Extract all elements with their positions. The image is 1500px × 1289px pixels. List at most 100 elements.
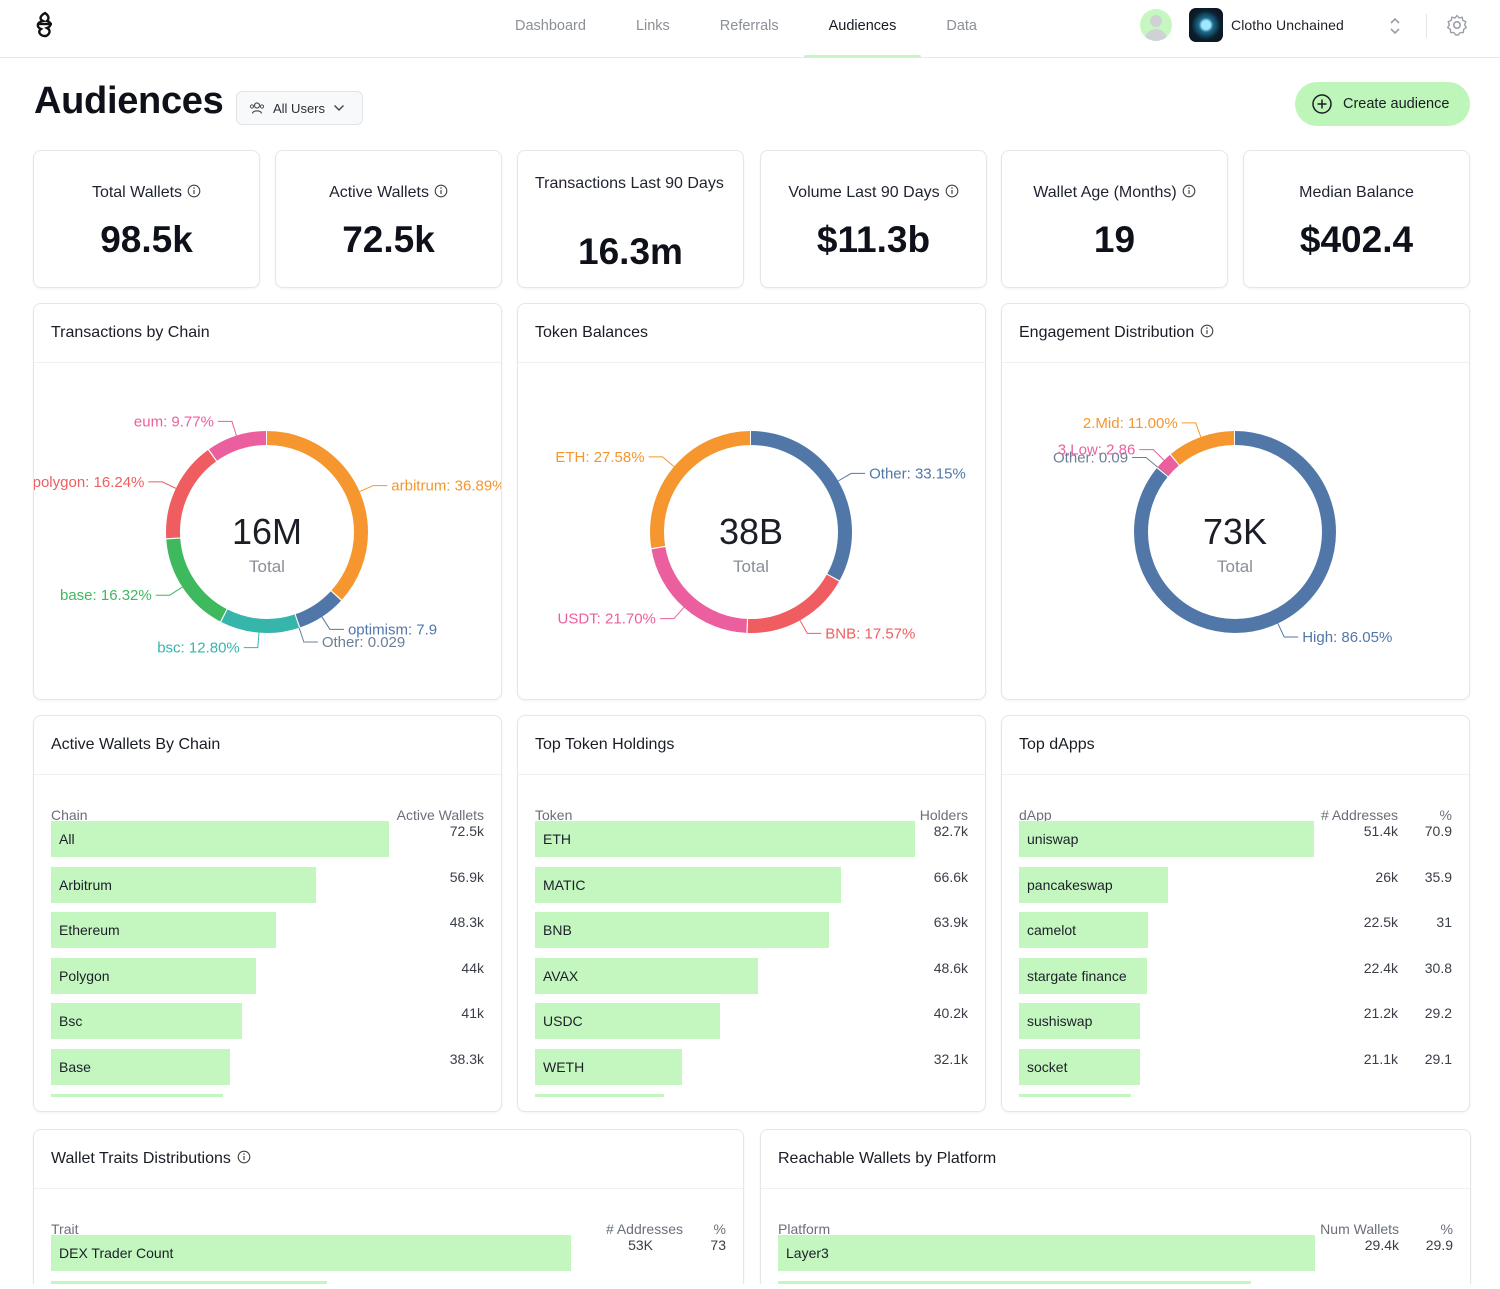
donut-label: ETH: 27.58%	[555, 449, 644, 466]
stat-value: 98.5k	[100, 219, 193, 260]
table-row-bar[interactable]: Layer3	[778, 1235, 1315, 1271]
table-row-bar[interactable]: WETH	[535, 1048, 682, 1085]
column-header-token[interactable]: Token	[535, 807, 573, 823]
table-row-bar[interactable]: Bsc	[51, 1003, 242, 1039]
page-title: Audiences	[34, 80, 224, 122]
info-icon[interactable]	[1182, 184, 1196, 198]
nav-referrals[interactable]: Referrals	[719, 18, 779, 34]
table-cell-value: 53K	[628, 1237, 653, 1253]
audience-filter-dropdown[interactable]: All Users	[236, 91, 363, 125]
info-icon[interactable]	[187, 184, 201, 198]
donut-leader-line	[1139, 449, 1165, 461]
create-audience-button[interactable]: Create audience	[1295, 82, 1470, 126]
stat-value: 72.5k	[342, 219, 435, 260]
donut-slice-bnb[interactable]	[650, 431, 852, 633]
nav-dashboard[interactable]: Dashboard	[515, 18, 586, 34]
org-name[interactable]: Clotho Unchained	[1231, 17, 1344, 33]
token-balances-donut-chart: Other: 33.15% BNB: 17.57% USDT: 21.70% ETH:…	[555, 431, 966, 642]
table-row-partial	[51, 1280, 327, 1284]
info-icon[interactable]	[237, 1150, 251, 1164]
org-switch-chevrons-icon[interactable]	[1386, 14, 1404, 38]
panel-divider	[1002, 362, 1469, 363]
donut-center-value: 38B	[719, 511, 783, 552]
column-header-holders[interactable]: Holders	[919, 807, 968, 823]
column-header-platform[interactable]: Platform	[778, 1221, 831, 1237]
table-row-bar[interactable]: Polygon	[51, 957, 256, 994]
column-header-chain[interactable]: Chain	[51, 807, 88, 823]
avatar-body-shape	[1145, 29, 1167, 41]
create-audience-label: Create audience	[1343, 96, 1450, 112]
info-icon[interactable]	[434, 184, 448, 198]
donut-slice-other[interactable]	[650, 431, 852, 633]
column-header-dapp[interactable]: dApp	[1019, 807, 1052, 823]
org-logo-icon[interactable]	[1189, 8, 1223, 42]
column-header-active-wallets[interactable]: Active Wallets	[396, 807, 484, 823]
stat-transactions-90d: Transactions Last 90 Days 16.3m	[517, 150, 744, 288]
table-row-bar[interactable]: uniswap	[1019, 821, 1314, 857]
nav-audiences[interactable]: Audiences	[803, 0, 922, 58]
table-row-bar[interactable]: DEX Trader Count	[51, 1235, 571, 1271]
chevron-down-icon	[334, 105, 345, 111]
donut-label: Other: 0.09	[1053, 450, 1128, 467]
panel-title: Reachable Wallets by Platform	[778, 1150, 997, 1167]
donut-slice-bsc[interactable]	[166, 431, 368, 633]
stat-value: 16.3m	[578, 231, 683, 272]
panel-divider	[518, 774, 985, 775]
column-header-trait[interactable]: Trait	[51, 1221, 79, 1237]
panel-title: Top dApps	[1019, 736, 1095, 753]
table-cell-value: 44k	[461, 959, 484, 976]
stat-label: Active Wallets	[276, 184, 501, 202]
info-icon[interactable]	[1200, 324, 1214, 338]
donut-slice-polygon[interactable]	[166, 431, 368, 633]
info-icon[interactable]	[945, 184, 959, 198]
donut-slice-eth[interactable]	[650, 431, 852, 633]
table-row-bar[interactable]: stargate finance	[1019, 957, 1147, 994]
table-row-bar[interactable]: Ethereum	[51, 912, 276, 948]
gear-icon[interactable]	[1445, 13, 1469, 37]
column-header-addresses[interactable]: # Addresses	[1320, 807, 1398, 823]
table-row-bar[interactable]: AVAX	[535, 957, 758, 994]
table-row-bar[interactable]: sushiswap	[1019, 1003, 1140, 1039]
nav-links[interactable]: Links	[635, 18, 670, 34]
table-cell-value: 32.1k	[933, 1050, 968, 1067]
table-cell-value: 51.4k	[1363, 823, 1398, 839]
donut-leader-line	[659, 607, 685, 620]
table-row-bar[interactable]: pancakeswap	[1019, 866, 1168, 903]
table-row-partial	[535, 1094, 664, 1097]
table-row-bar[interactable]: BNB	[535, 912, 829, 948]
panel-title: Wallet Traits Distributions	[51, 1150, 251, 1168]
column-header-num-wallets[interactable]: Num Wallets	[1320, 1221, 1399, 1237]
table-row-bar[interactable]: Arbitrum	[51, 866, 316, 903]
column-header-addresses[interactable]: # Addresses	[605, 1221, 683, 1237]
app-logo-icon[interactable]	[30, 10, 60, 40]
table-row-bar[interactable]: All	[51, 821, 389, 857]
column-header-percent[interactable]: %	[713, 1221, 726, 1237]
table-cell-percent: 73	[710, 1237, 726, 1253]
table-row-bar[interactable]: ETH	[535, 821, 915, 857]
table-cell-percent: 29.1	[1424, 1050, 1452, 1067]
panel-title-text: Engagement Distribution	[1019, 324, 1195, 341]
column-header-percent[interactable]: %	[1440, 1221, 1453, 1237]
table-cell-value: 40.2k	[933, 1005, 968, 1021]
table-cell-percent: 29.2	[1424, 1005, 1452, 1021]
table-row-bar[interactable]: Base	[51, 1048, 230, 1085]
user-avatar[interactable]	[1140, 9, 1172, 41]
donut-leader-line	[298, 627, 318, 643]
table-row-bar[interactable]: camelot	[1019, 912, 1148, 948]
active-wallets-by-chain-panel: Active Wallets By Chain Chain Active Wal…	[33, 715, 502, 1112]
nav-divider	[1426, 14, 1427, 38]
table-row-bar[interactable]: MATIC	[535, 866, 841, 903]
panel-divider	[34, 362, 501, 363]
column-header-percent[interactable]: %	[1439, 807, 1452, 823]
donut-label: optimism: 7.9	[348, 621, 437, 638]
stat-label: Total Wallets	[34, 184, 259, 202]
table-cell-percent: 31	[1436, 914, 1452, 930]
table-cell-value: 48.6k	[933, 959, 968, 976]
table-row-bar[interactable]: socket	[1019, 1048, 1140, 1085]
donut-slice-arbitrum[interactable]	[166, 431, 368, 633]
table-row-bar[interactable]: USDC	[535, 1003, 720, 1039]
donut-slice-high[interactable]	[1134, 431, 1336, 633]
nav-data[interactable]: Data	[946, 18, 977, 34]
stat-active-wallets: Active Wallets 72.5k	[275, 150, 502, 288]
panel-title: Engagement Distribution	[1019, 324, 1214, 342]
